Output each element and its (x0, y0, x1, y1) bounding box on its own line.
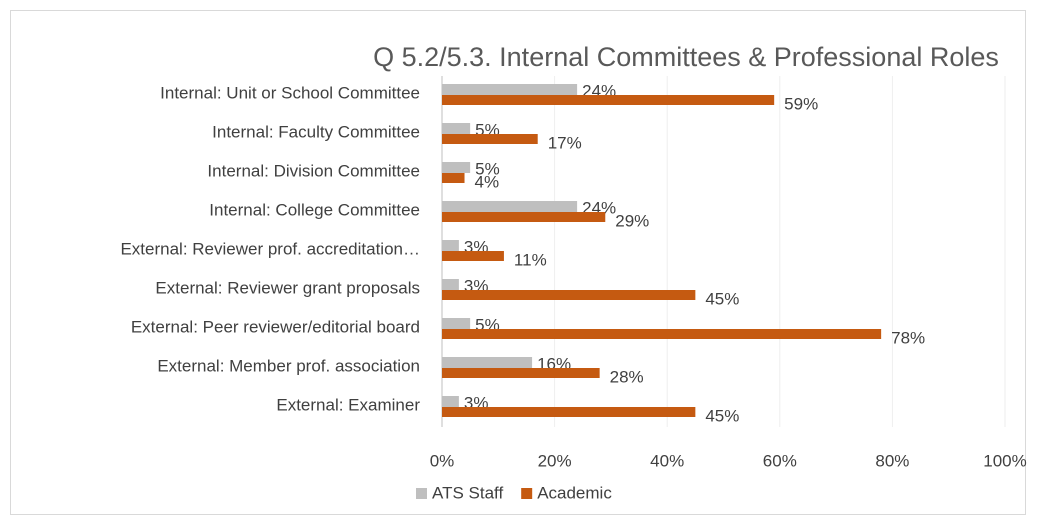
value-label: 11% (514, 250, 547, 269)
value-label: 59% (784, 94, 818, 113)
legend-label: ATS Staff (432, 483, 503, 502)
y-tick-label: Internal: College Committee (209, 200, 420, 219)
y-tick-label: External: Member prof. association (157, 356, 420, 375)
y-tick-label: External: Examiner (276, 395, 420, 414)
value-label: 28% (610, 367, 644, 386)
bar (442, 357, 533, 368)
x-tick-label: 80% (875, 451, 909, 470)
chart-title: Q 5.2/5.3. Internal Committees & Profess… (373, 42, 999, 72)
bar (442, 329, 882, 339)
x-tick-label: 40% (650, 451, 684, 470)
bar (442, 95, 775, 105)
x-tick-label: 20% (538, 451, 572, 470)
value-label: 45% (705, 406, 739, 425)
value-label: 45% (705, 289, 739, 308)
bar (442, 240, 459, 251)
y-tick-label: External: Reviewer grant proposals (155, 278, 420, 297)
bar (442, 251, 504, 261)
value-label: 29% (615, 211, 649, 230)
bar (442, 162, 471, 173)
y-tick-label: Internal: Division Committee (207, 161, 420, 180)
bar (442, 396, 459, 407)
bar (442, 407, 696, 417)
bar (442, 84, 578, 95)
bar (442, 201, 578, 212)
legend-label: Academic (537, 483, 612, 502)
value-label: 17% (548, 133, 582, 152)
x-tick-label: 100% (983, 451, 1026, 470)
y-tick-label: Internal: Faculty Committee (212, 122, 420, 141)
y-tick-label: External: Peer reviewer/editorial board (131, 317, 420, 336)
bar (442, 134, 538, 144)
bar (442, 173, 465, 183)
legend-swatch (521, 488, 533, 499)
bar (442, 123, 471, 134)
bar (442, 279, 459, 290)
bar (442, 290, 696, 300)
bar (442, 368, 600, 378)
y-tick-label: External: Reviewer prof. accreditation… (120, 239, 420, 258)
x-tick-label: 0% (430, 451, 455, 470)
bar (442, 212, 606, 222)
x-tick-label: 60% (763, 451, 797, 470)
bar (442, 318, 471, 329)
value-label: 5% (475, 159, 500, 178)
value-label: 78% (891, 328, 925, 347)
value-label: 4% (475, 172, 500, 191)
legend-swatch (416, 488, 427, 499)
y-tick-label: Internal: Unit or School Committee (160, 83, 420, 102)
